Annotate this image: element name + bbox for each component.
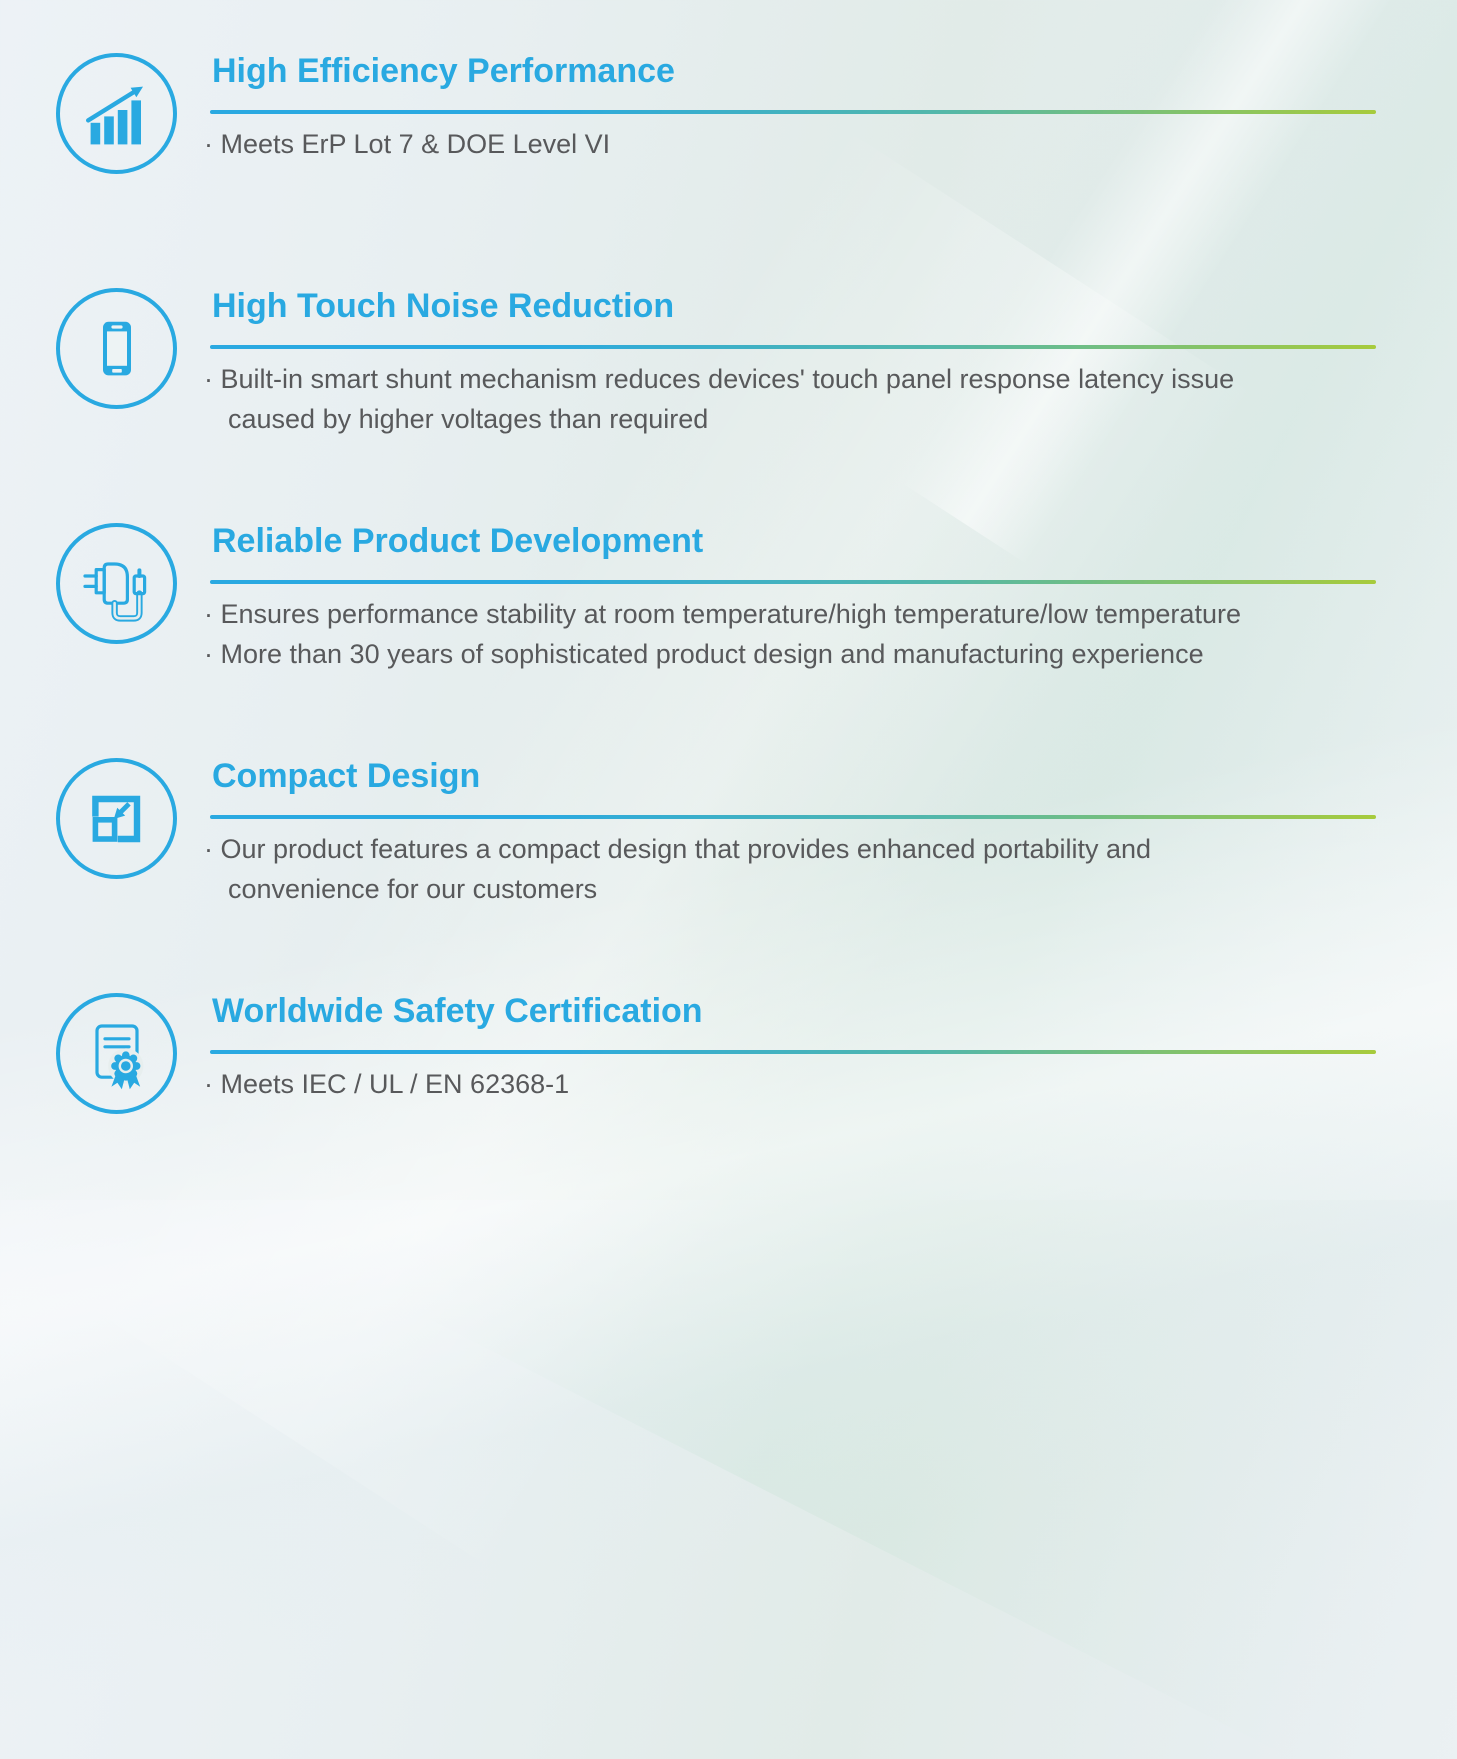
bullet-list: · Our product features a compact design … [204, 829, 1457, 909]
bullet-item: · Built-in smart shunt mechanism reduces… [204, 364, 1235, 434]
section-title: High Touch Noise Reduction [212, 287, 675, 325]
power-adapter-icon [56, 523, 177, 644]
bullet-list: · Meets IEC / UL / EN 62368-1 [204, 1064, 1457, 1104]
bullet-item: · Meets ErP Lot 7 & DOE Level VI [204, 129, 611, 159]
section-divider [210, 110, 1376, 114]
section-title: Reliable Product Development [212, 522, 704, 560]
feature-section-touch-noise: High Touch Noise Reduction · Built-in sm… [0, 285, 1457, 520]
bullet-item: · More than 30 years of sophisticated pr… [204, 639, 1204, 669]
section-divider [210, 815, 1376, 819]
smartphone-icon [56, 288, 177, 409]
compact-resize-icon [56, 758, 177, 879]
feature-section-high-efficiency: High Efficiency Performance · Meets ErP … [0, 50, 1457, 285]
section-title: High Efficiency Performance [212, 52, 675, 90]
feature-section-safety-certification: Worldwide Safety Certification · Meets I… [0, 990, 1457, 1114]
section-divider [210, 1050, 1376, 1054]
bullet-item: · Meets IEC / UL / EN 62368-1 [204, 1069, 570, 1099]
feature-section-compact-design: Compact Design · Our product features a … [0, 755, 1457, 990]
bullet-list: · Meets ErP Lot 7 & DOE Level VI [204, 124, 1457, 164]
bullet-item: · Our product features a compact design … [204, 834, 1152, 904]
growth-chart-icon [56, 53, 177, 174]
section-divider [210, 580, 1376, 584]
bullet-item: · Ensures performance stability at room … [204, 599, 1241, 629]
feature-section-reliable-development: Reliable Product Development · Ensures p… [0, 520, 1457, 755]
bullet-list: · Built-in smart shunt mechanism reduces… [204, 359, 1457, 439]
certificate-icon [56, 993, 177, 1114]
section-title: Worldwide Safety Certification [212, 992, 703, 1030]
bullet-list: · Ensures performance stability at room … [204, 594, 1457, 674]
section-divider [210, 345, 1376, 349]
feature-list: High Efficiency Performance · Meets ErP … [0, 50, 1457, 1114]
section-title: Compact Design [212, 757, 481, 795]
